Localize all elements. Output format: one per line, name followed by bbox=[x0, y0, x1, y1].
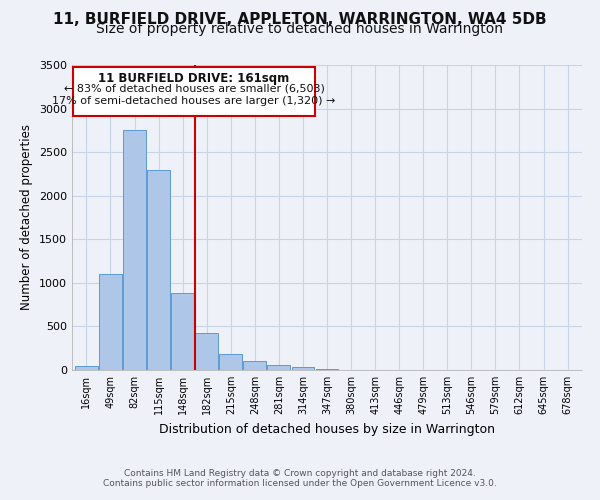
Bar bbox=[195, 334, 218, 370]
Bar bbox=[99, 274, 122, 370]
Bar bbox=[316, 368, 338, 370]
Bar bbox=[220, 354, 242, 370]
Bar bbox=[268, 365, 290, 370]
Text: 17% of semi-detached houses are larger (1,320) →: 17% of semi-detached houses are larger (… bbox=[52, 96, 336, 106]
Bar bbox=[244, 362, 266, 370]
Y-axis label: Number of detached properties: Number of detached properties bbox=[20, 124, 34, 310]
Text: 11 BURFIELD DRIVE: 161sqm: 11 BURFIELD DRIVE: 161sqm bbox=[98, 72, 290, 85]
Bar bbox=[171, 294, 194, 370]
Text: Size of property relative to detached houses in Warrington: Size of property relative to detached ho… bbox=[97, 22, 503, 36]
Bar bbox=[292, 368, 314, 370]
Bar bbox=[147, 170, 170, 370]
Text: Contains public sector information licensed under the Open Government Licence v3: Contains public sector information licen… bbox=[103, 478, 497, 488]
Bar bbox=[123, 130, 146, 370]
FancyBboxPatch shape bbox=[73, 66, 315, 116]
Bar bbox=[75, 366, 98, 370]
X-axis label: Distribution of detached houses by size in Warrington: Distribution of detached houses by size … bbox=[159, 422, 495, 436]
Text: Contains HM Land Registry data © Crown copyright and database right 2024.: Contains HM Land Registry data © Crown c… bbox=[124, 468, 476, 477]
Text: 11, BURFIELD DRIVE, APPLETON, WARRINGTON, WA4 5DB: 11, BURFIELD DRIVE, APPLETON, WARRINGTON… bbox=[53, 12, 547, 28]
Text: ← 83% of detached houses are smaller (6,503): ← 83% of detached houses are smaller (6,… bbox=[64, 84, 325, 94]
